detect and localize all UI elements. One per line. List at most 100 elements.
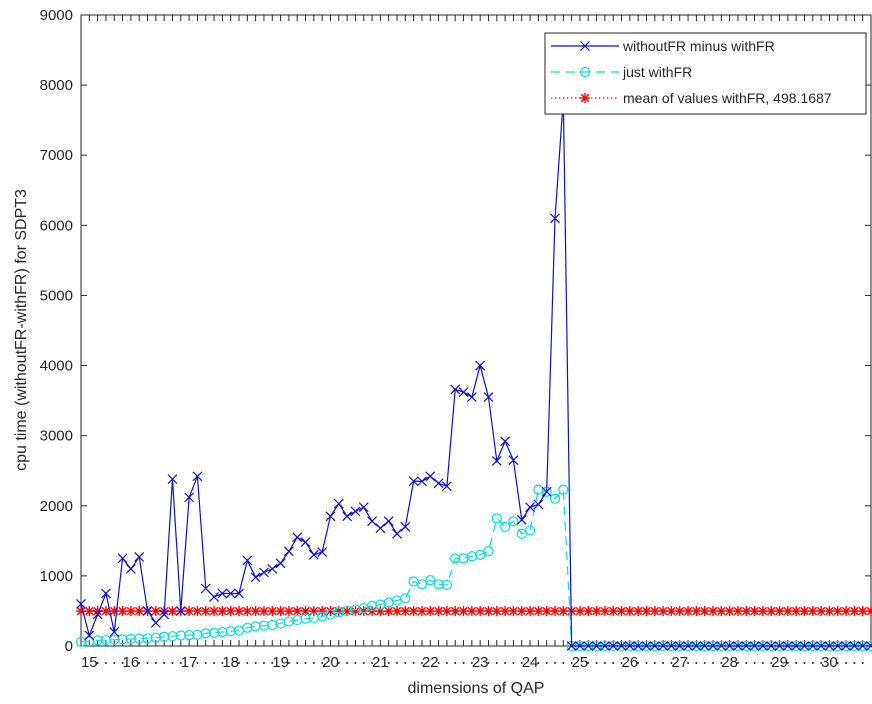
- legend-label: mean of values withFR, 498.1687: [623, 90, 832, 106]
- x-tick-filler-dot: [205, 662, 207, 664]
- y-tick-label: 6000: [40, 217, 73, 234]
- x-tick-filler-dot: [512, 662, 514, 664]
- x-tick-filler-dot: [504, 662, 506, 664]
- x-tick-filler-dot: [221, 662, 223, 664]
- x-tick-label: 16: [123, 654, 140, 671]
- legend-label: withoutFR minus withFR: [622, 38, 775, 54]
- x-tick-filler-dot: [496, 662, 498, 664]
- x-tick-filler-dot: [662, 662, 664, 664]
- x-tick-filler-dot: [571, 662, 573, 664]
- x-tick-filler-dot: [271, 662, 273, 664]
- x-tick-filler-dot: [596, 662, 598, 664]
- x-tick-filler-dot: [737, 662, 739, 664]
- x-tick-filler-dot: [97, 662, 99, 664]
- x-tick-filler-dot: [637, 662, 639, 664]
- x-tick-filler-dot: [147, 662, 149, 664]
- x-tick-filler-dot: [371, 662, 373, 664]
- x-tick-filler-dot: [288, 662, 290, 664]
- x-tick-filler-dot: [238, 662, 240, 664]
- x-tick-filler-dot: [246, 662, 248, 664]
- x-tick-filler-dot: [313, 662, 315, 664]
- y-tick-label: 4000: [40, 358, 73, 375]
- legend: withoutFR minus withFR just withFR mean of…: [545, 33, 866, 114]
- x-tick-filler-dot: [296, 662, 298, 664]
- x-tick-label: 22: [422, 654, 439, 671]
- x-tick-label: 21: [372, 654, 389, 671]
- x-tick-label: 23: [472, 654, 489, 671]
- x-tick-label: 19: [272, 654, 289, 671]
- x-tick-filler-dot: [521, 662, 523, 664]
- x-tick-label: 18: [222, 654, 239, 671]
- y-tick-label: 7000: [40, 147, 73, 164]
- y-tick-label: 5000: [40, 287, 73, 304]
- x-tick-filler-dot: [396, 662, 398, 664]
- x-tick-filler-dot: [803, 662, 805, 664]
- x-tick-filler-dot: [421, 662, 423, 664]
- x-tick-filler-dot: [122, 662, 124, 664]
- x-tick-label: 30: [821, 654, 838, 671]
- x-tick-filler-dot: [704, 662, 706, 664]
- y-tick-label: 3000: [40, 428, 73, 445]
- x-tick-label: 15: [81, 654, 98, 671]
- y-tick-label: 9000: [40, 7, 73, 24]
- x-tick-filler-dot: [645, 662, 647, 664]
- x-tick-label: 29: [771, 654, 788, 671]
- x-tick-filler-dot: [255, 662, 257, 664]
- x-tick-filler-dot: [155, 662, 157, 664]
- x-tick-filler-dot: [171, 662, 173, 664]
- x-tick-filler-dot: [795, 662, 797, 664]
- x-tick-filler-dot: [196, 662, 198, 664]
- x-tick-filler-dot: [670, 662, 672, 664]
- x-tick-filler-dot: [621, 662, 623, 664]
- x-tick-label: 17: [181, 654, 198, 671]
- y-tick-label: 8000: [40, 77, 73, 94]
- x-tick-filler-dot: [537, 662, 539, 664]
- x-tick-filler-dot: [346, 662, 348, 664]
- x-tick-filler-dot: [404, 662, 406, 664]
- x-tick-filler-dot: [388, 662, 390, 664]
- marker-star: [580, 93, 590, 103]
- x-tick-filler-dot: [138, 662, 140, 664]
- x-tick-filler-dot: [787, 662, 789, 664]
- x-tick-filler-dot: [720, 662, 722, 664]
- x-tick-filler-dot: [862, 662, 864, 664]
- x-tick-filler-dot: [321, 662, 323, 664]
- x-tick-filler-dot: [654, 662, 656, 664]
- x-tick-filler-dot: [770, 662, 772, 664]
- x-tick-filler-dot: [163, 662, 165, 664]
- x-tick-label: 25: [572, 654, 589, 671]
- x-tick-filler-dot: [354, 662, 356, 664]
- x-tick-label: 26: [621, 654, 638, 671]
- x-tick-filler-dot: [180, 662, 182, 664]
- x-tick-label: 24: [522, 654, 539, 671]
- x-tick-filler-dot: [695, 662, 697, 664]
- x-tick-filler-dot: [213, 662, 215, 664]
- x-tick-filler-dot: [812, 662, 814, 664]
- x-tick-filler-dot: [837, 662, 839, 664]
- y-axis-label: cpu time (withoutFR-withFR) for SDPT3: [13, 189, 30, 471]
- x-tick-filler-dot: [612, 662, 614, 664]
- x-tick-filler-dot: [413, 662, 415, 664]
- x-tick-filler-dot: [845, 662, 847, 664]
- x-tick-label: 28: [721, 654, 738, 671]
- x-tick-filler-dot: [438, 662, 440, 664]
- y-tick-label: 1000: [40, 568, 73, 585]
- x-tick-filler-dot: [562, 662, 564, 664]
- x-tick-filler-dot: [820, 662, 822, 664]
- x-tick-filler-dot: [687, 662, 689, 664]
- x-tick-filler-dot: [712, 662, 714, 664]
- x-tick-filler-dot: [762, 662, 764, 664]
- x-tick-filler-dot: [338, 662, 340, 664]
- x-tick-filler-dot: [587, 662, 589, 664]
- x-tick-filler-dot: [263, 662, 265, 664]
- x-tick-filler-dot: [471, 662, 473, 664]
- legend-label: just withFR: [622, 64, 692, 80]
- x-tick-filler-dot: [554, 662, 556, 664]
- x-tick-filler-dot: [446, 662, 448, 664]
- x-tick-filler-dot: [454, 662, 456, 664]
- x-tick-filler-dot: [745, 662, 747, 664]
- x-tick-filler-dot: [546, 662, 548, 664]
- x-tick-filler-dot: [305, 662, 307, 664]
